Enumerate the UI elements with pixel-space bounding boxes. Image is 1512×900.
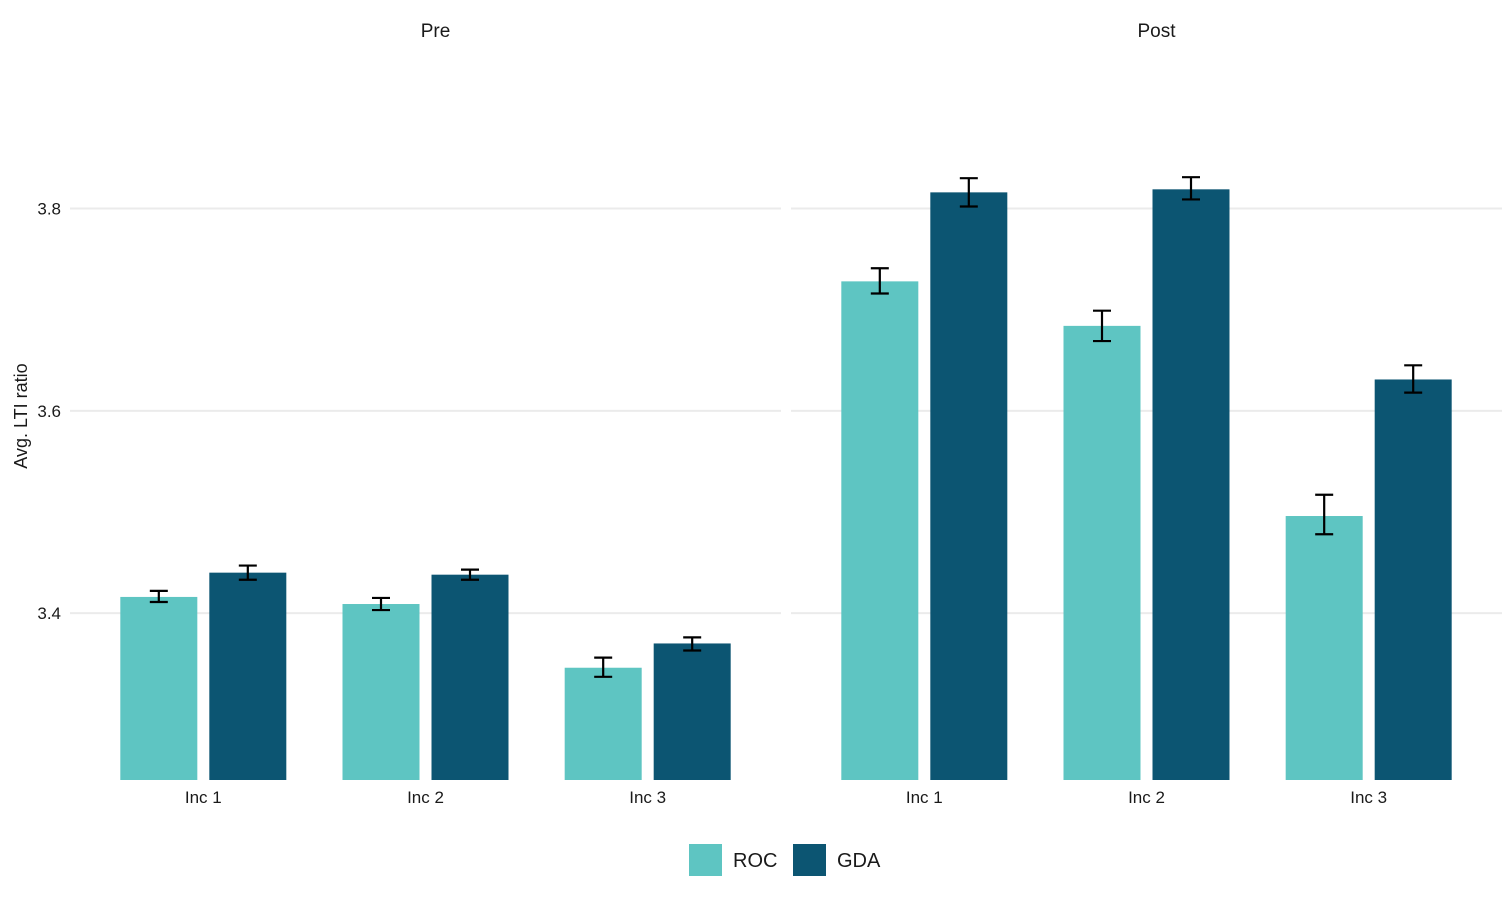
facet-title-post: Post [1137,21,1176,42]
bar-gda-post-inc-1 [930,192,1008,781]
legend-label-gda: GDA [837,850,881,872]
error-bar-layer [149,176,1423,678]
legend-label-roc: ROC [733,850,777,872]
bar-roc-post-inc-1 [841,281,919,780]
bar-roc-pre-inc-2 [342,604,420,780]
bar-roc-pre-inc-3 [564,667,642,780]
bar-roc-post-inc-2 [1063,325,1141,780]
y-tick-label: 3.6 [37,402,61,421]
y-axis-title: Avg. LTI ratio [11,363,31,468]
x-tick-label: Inc 1 [185,788,222,807]
legend-swatch-roc [689,844,722,876]
bar-gda-post-inc-3 [1374,379,1452,780]
bar-gda-pre-inc-1 [209,572,287,780]
x-tick-label: Inc 1 [906,788,943,807]
bar-roc-post-inc-3 [1285,516,1363,780]
bar-roc-pre-inc-1 [120,596,198,780]
legend-swatch-gda [793,844,826,876]
legend: ROC GDA [689,844,881,876]
bar-gda-post-inc-2 [1152,189,1230,781]
y-tick-label: 3.4 [37,604,61,623]
bar-layer [120,189,1452,781]
facet-title-pre: Pre [421,21,451,42]
bar-gda-pre-inc-3 [653,643,731,780]
x-tick-label: Inc 2 [407,788,444,807]
y-tick-label: 3.8 [37,200,61,219]
bar-gda-pre-inc-2 [431,574,509,780]
x-tick-label: Inc 2 [1128,788,1165,807]
x-tick-label: Inc 3 [1350,788,1387,807]
x-tick-label: Inc 3 [629,788,666,807]
text-layer: Pre Inc 1 Inc 2 Inc 3 Post Inc 1 Inc 2 Inc 3 3.4… [11,21,1387,807]
